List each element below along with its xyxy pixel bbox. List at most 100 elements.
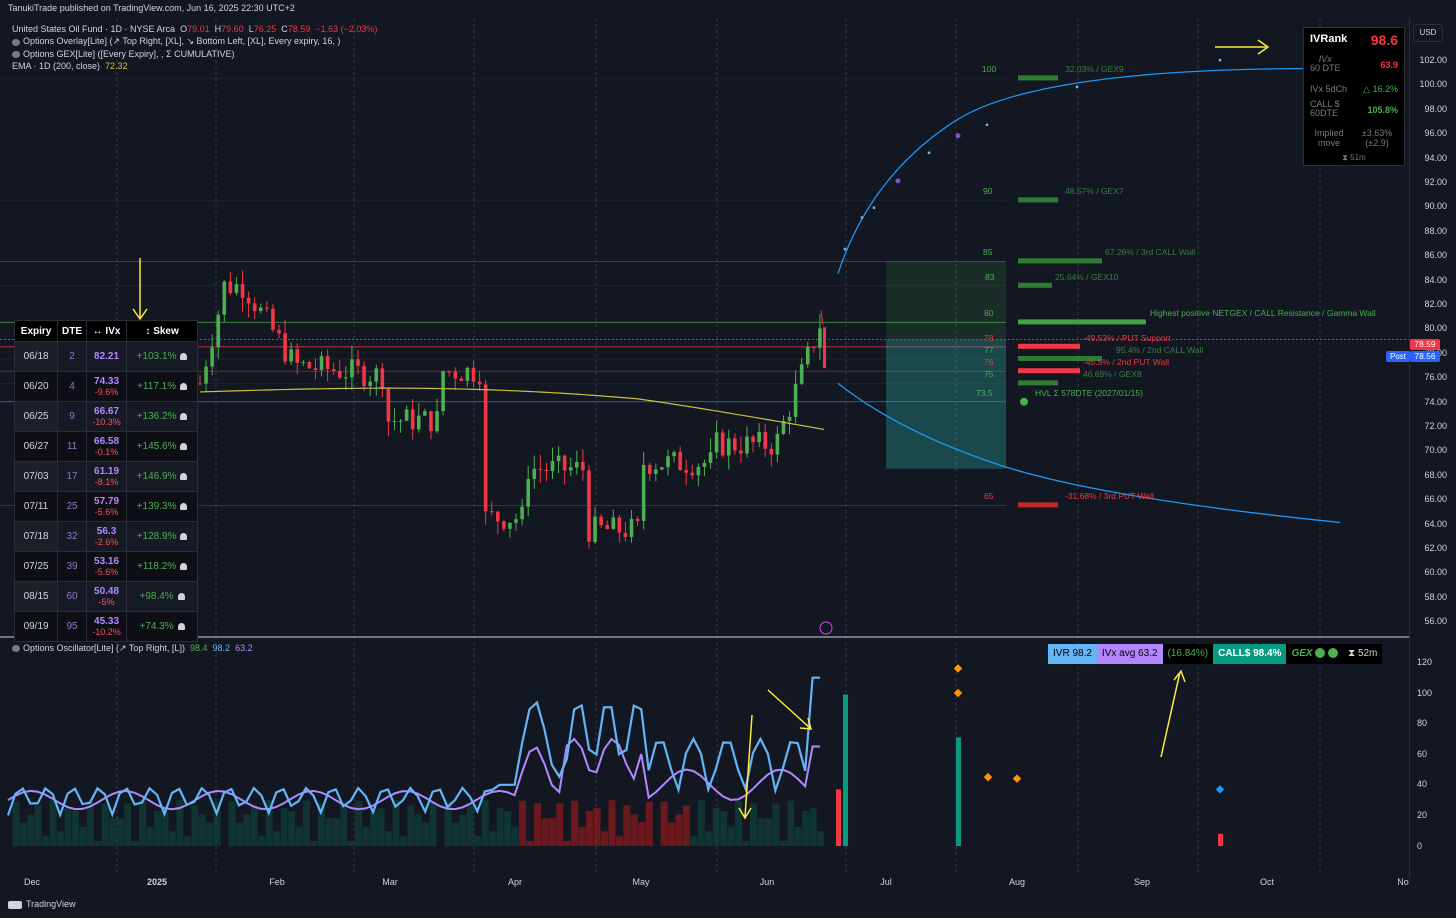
osc-area xyxy=(608,800,616,846)
candle-body xyxy=(720,432,725,456)
eye-icon[interactable] xyxy=(12,38,20,46)
ivx-change: -9.6% xyxy=(94,386,119,397)
chart-canvas[interactable] xyxy=(0,0,1409,873)
skew-value: +117.1% xyxy=(137,381,177,392)
indicator-options-overlay[interactable]: Options Overlay[Lite] (↗ Top Right, [XL]… xyxy=(12,35,377,47)
call-row: CALL $60DTE 105.8% xyxy=(1310,100,1398,118)
price-tick: 62.00 xyxy=(1424,543,1447,553)
ivx-change: -5% xyxy=(98,596,115,607)
price-tick: 102.00 xyxy=(1419,55,1447,65)
iv-point xyxy=(872,206,876,210)
skew-cell: +145.6% xyxy=(126,431,198,462)
candle-body xyxy=(575,462,579,468)
gex-bar xyxy=(1018,319,1146,325)
osc-timer: ⧗ 52m xyxy=(1343,644,1383,664)
iv-point xyxy=(843,247,847,251)
price-tick: 80.00 xyxy=(1424,323,1447,334)
candle-body xyxy=(617,517,622,533)
ivx-change: -8.1% xyxy=(94,476,119,487)
indicator-ema[interactable]: EMA · 1D (200, close) 72.32 xyxy=(12,60,377,72)
ivx-row: IVx 60 DTE 63.9 xyxy=(1310,55,1398,73)
candle-body xyxy=(757,432,761,443)
iv-point xyxy=(955,133,961,139)
gex-bar xyxy=(1018,380,1058,386)
candle-body xyxy=(392,421,397,423)
time-axis[interactable]: Dec 2025 Feb Mar Apr May Jun Jul Aug Sep Oct No xyxy=(0,873,1409,891)
oscillator-axis[interactable]: 120 100 80 60 40 20 0 xyxy=(1409,640,1456,872)
candle-body xyxy=(496,511,500,522)
osc-area xyxy=(139,800,147,846)
candle-body xyxy=(514,519,518,523)
currency-button[interactable]: USD xyxy=(1413,24,1443,42)
osc-area xyxy=(355,800,363,846)
annotation-arrow xyxy=(1160,669,1186,758)
osc-area xyxy=(34,805,42,846)
candle-body xyxy=(787,416,792,421)
gex-strike-label: 76 xyxy=(984,357,994,368)
eye-icon[interactable] xyxy=(12,50,20,58)
osc-area xyxy=(705,831,713,846)
candle-body xyxy=(441,371,445,412)
candle-body xyxy=(708,452,713,463)
indicator-options-gex[interactable]: Options GEX[Lite] ([Every Expiry], , Σ C… xyxy=(12,48,377,60)
candle-body xyxy=(532,468,537,479)
price-tick: 88.00 xyxy=(1424,225,1447,236)
dte-cell: 95 xyxy=(57,611,87,642)
osc-area xyxy=(429,801,437,846)
dte-cell: 39 xyxy=(57,551,87,582)
implied-move-row: Implied move ±3.63% (±2.9) xyxy=(1310,128,1398,148)
skew-cell: +146.9% xyxy=(126,461,198,492)
iv-point xyxy=(927,151,931,155)
gex-strike-label: 77 xyxy=(984,345,994,355)
skew-icon xyxy=(180,442,188,450)
price-tick: 98.00 xyxy=(1424,103,1447,114)
candle-body xyxy=(210,347,214,367)
osc-area xyxy=(370,810,378,846)
osc-area xyxy=(638,822,646,846)
skew-icon xyxy=(177,622,185,630)
skew-icon xyxy=(180,532,188,540)
candle-body xyxy=(228,281,233,293)
candle-wick xyxy=(820,310,824,325)
candle-body xyxy=(271,308,275,330)
candle-body xyxy=(222,281,227,315)
ivx-cell: 66.58 -0.1% xyxy=(85,431,128,462)
ivx5d-value: △ 16.2% xyxy=(1363,84,1398,94)
tradingview-logo-icon xyxy=(8,900,22,909)
eye-icon[interactable] xyxy=(12,645,20,653)
osc-area xyxy=(101,803,109,846)
osc-area xyxy=(124,803,132,846)
candle-body xyxy=(629,518,634,537)
dte-cell: 4 xyxy=(57,371,87,402)
header-ivx: ↔ IVx xyxy=(85,320,128,342)
osc-area xyxy=(154,810,161,846)
candle-body xyxy=(568,467,573,471)
post-label: Post xyxy=(1386,351,1410,362)
osc-area xyxy=(94,841,102,846)
price-tick: 90.00 xyxy=(1424,201,1447,212)
expiry-row: 07/18 32 56.3 -2.6% +128.9% xyxy=(13,521,198,552)
osc-area xyxy=(727,826,735,846)
symbol-legend-row[interactable]: United States Oil Fund · 1D · NYSE Arca … xyxy=(12,23,377,35)
iv-point xyxy=(985,123,989,127)
candle-body xyxy=(325,356,330,370)
osc-area xyxy=(764,818,772,846)
time-label: Apr xyxy=(507,877,523,887)
oscillator-legend[interactable]: Options Oscillator[Lite] (↗ Top Right, [… xyxy=(12,643,253,654)
open-label: O xyxy=(180,24,188,34)
osc-area xyxy=(303,800,310,846)
osc-area xyxy=(586,810,594,846)
osc-area xyxy=(392,800,400,846)
ivx-value: 56.3 xyxy=(96,525,117,537)
footer-brand[interactable]: TradingView xyxy=(8,899,76,909)
osc-area xyxy=(578,826,586,846)
ivx-change: -10.2% xyxy=(92,626,121,637)
header-skew: ↕ Skew xyxy=(126,320,198,342)
call-value: 105.8% xyxy=(1367,105,1398,115)
candle-body xyxy=(678,451,682,471)
candle-body xyxy=(763,432,768,449)
time-label: Jul xyxy=(880,877,892,887)
osc-area xyxy=(526,841,534,846)
gex-level-label: 95.4% / 2nd CALL Wall xyxy=(1116,345,1204,355)
gex-level-label: 32.03% / GEX9 xyxy=(1065,64,1124,75)
